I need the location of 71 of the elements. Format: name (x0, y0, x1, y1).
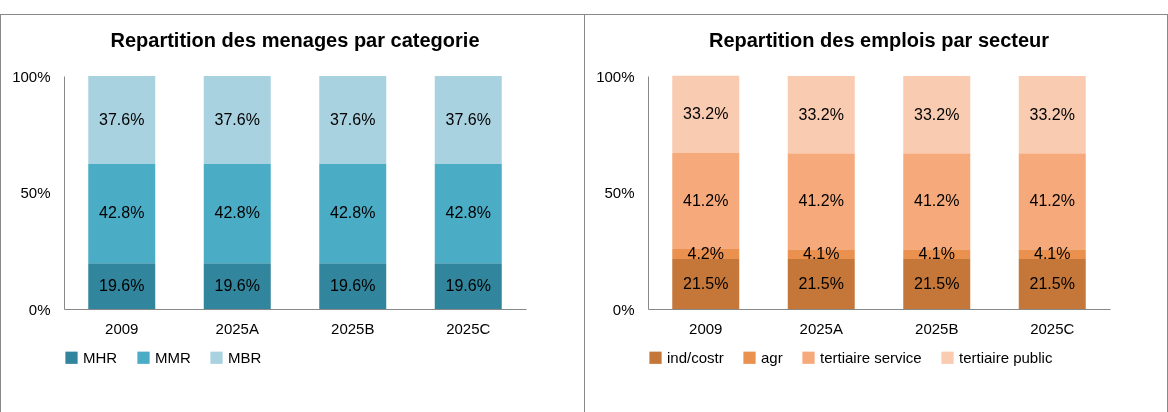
x-tick-label: 2025C (1029, 319, 1075, 337)
data-label: 21.5% (1029, 274, 1075, 292)
y-tick-label: 50% (20, 184, 51, 201)
bar (203, 163, 271, 264)
x-tick-label: 2009 (105, 319, 139, 337)
data-label: 33.2% (913, 105, 959, 123)
data-label: 19.6% (330, 277, 376, 295)
x-tick-label: 2025A (215, 319, 259, 337)
data-label: 37.6% (445, 110, 491, 128)
bar (434, 263, 502, 309)
chart-title: Repartition des menages par categorie (110, 29, 480, 51)
legend-label: MHR (83, 348, 118, 366)
y-tick-label: 0% (612, 300, 634, 318)
data-label: 33.2% (798, 105, 844, 123)
data-label: 41.2% (682, 192, 728, 210)
bar (1018, 76, 1086, 154)
legend-label: tertiaire public (958, 348, 1053, 366)
data-label: 37.6% (99, 110, 145, 128)
bar (1018, 258, 1086, 309)
bar (88, 76, 156, 164)
bar (434, 163, 502, 264)
bar (787, 76, 855, 154)
bar (203, 263, 271, 309)
y-tick-label: 0% (28, 300, 51, 318)
data-label: 21.5% (913, 274, 959, 292)
y-tick-label: 100% (12, 67, 51, 85)
data-label: 42.8% (214, 204, 260, 222)
data-label: 33.2% (682, 105, 728, 123)
data-label: 41.2% (1029, 192, 1075, 210)
chart-title: Repartition des emplois par secteur (708, 29, 1049, 51)
data-label: 21.5% (682, 274, 728, 292)
data-label: 19.6% (99, 277, 145, 295)
bar (787, 258, 855, 309)
bar (902, 76, 970, 154)
data-label: 4.1% (1033, 245, 1070, 263)
x-tick-label: 2025A (799, 319, 843, 337)
bar (671, 258, 739, 309)
legend-label: tertiaire service (819, 348, 922, 366)
bar (88, 263, 156, 309)
legend-label: MMR (155, 348, 191, 366)
data-label: 4.1% (918, 245, 955, 263)
data-label: 4.2% (687, 245, 724, 263)
data-label: 42.8% (99, 204, 145, 222)
bar (671, 75, 739, 154)
y-tick-label: 50% (603, 184, 634, 201)
data-label: 19.6% (214, 277, 260, 295)
data-label: 19.6% (445, 277, 491, 295)
legend-label: agr (760, 348, 783, 366)
bar (902, 258, 970, 309)
bar (319, 76, 387, 164)
x-tick-label: 2009 (688, 319, 722, 337)
data-label: 42.8% (445, 204, 491, 222)
x-tick-label: 2025B (914, 319, 958, 337)
bar (319, 163, 387, 264)
x-tick-label: 2025B (331, 319, 375, 337)
data-label: 21.5% (798, 274, 844, 292)
y-tick-label: 100% (595, 67, 634, 85)
data-label: 41.2% (913, 192, 959, 210)
data-label: 42.8% (330, 204, 376, 222)
x-tick-label: 2025C (446, 319, 491, 337)
data-label: 41.2% (798, 192, 844, 210)
data-label: 37.6% (330, 110, 376, 128)
legend-label: ind/costr (666, 348, 724, 366)
data-label: 4.1% (802, 245, 839, 263)
data-label: 37.6% (214, 110, 260, 128)
bar (88, 163, 156, 264)
bar (203, 76, 271, 164)
bar (319, 263, 387, 309)
legend-label: MBR (228, 348, 262, 366)
data-label: 33.2% (1029, 105, 1075, 123)
bar (434, 76, 502, 164)
